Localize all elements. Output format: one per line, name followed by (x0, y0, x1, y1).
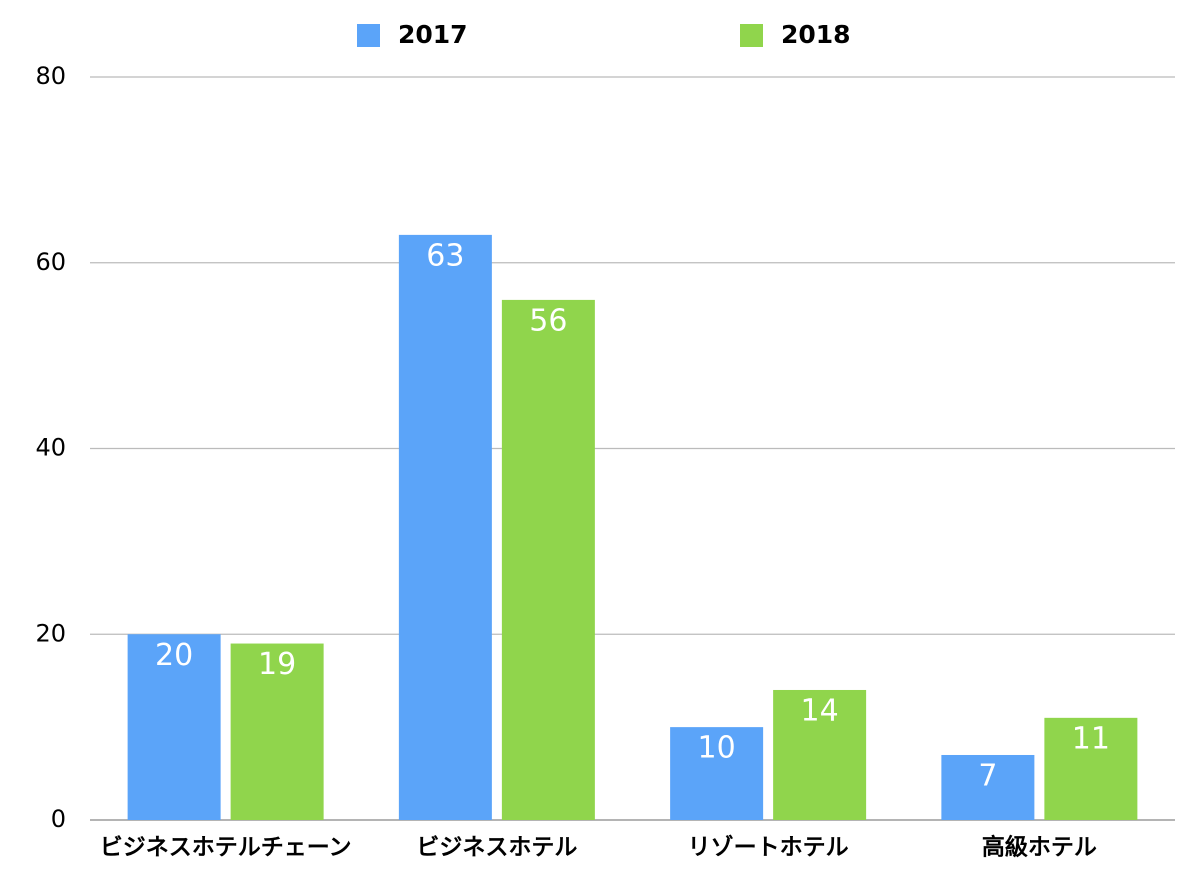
y-tick-label: 20 (35, 619, 66, 647)
value-label: 19 (258, 647, 296, 682)
bar (501, 299, 595, 820)
legend-label: 2017 (398, 20, 468, 49)
legend-label: 2018 (781, 20, 851, 49)
bar (670, 727, 764, 820)
y-tick-label: 80 (35, 62, 66, 90)
value-label: 7 (978, 758, 997, 793)
value-label: 11 (1072, 721, 1110, 756)
x-tick-label: 高級ホテル (982, 834, 1097, 861)
y-tick-label: 60 (35, 248, 66, 276)
bar (941, 754, 1035, 820)
value-label: 20 (155, 638, 193, 673)
bar (230, 643, 324, 820)
value-label: 14 (801, 693, 839, 728)
x-tick-label: ビジネスホテル (416, 835, 577, 861)
bar (773, 689, 867, 820)
value-label: 63 (426, 238, 464, 273)
value-label: 10 (698, 731, 736, 766)
bar (1044, 717, 1138, 820)
bar (127, 634, 221, 820)
legend-swatch (357, 24, 380, 47)
x-tick-label: ビジネスホテルチェーン (100, 835, 352, 861)
x-tick-label: リゾートホテル (688, 834, 849, 861)
value-label: 56 (529, 303, 567, 338)
y-tick-label: 40 (35, 434, 66, 462)
legend-swatch (740, 24, 763, 47)
y-tick-label: 0 (51, 805, 66, 833)
bar (398, 234, 492, 820)
